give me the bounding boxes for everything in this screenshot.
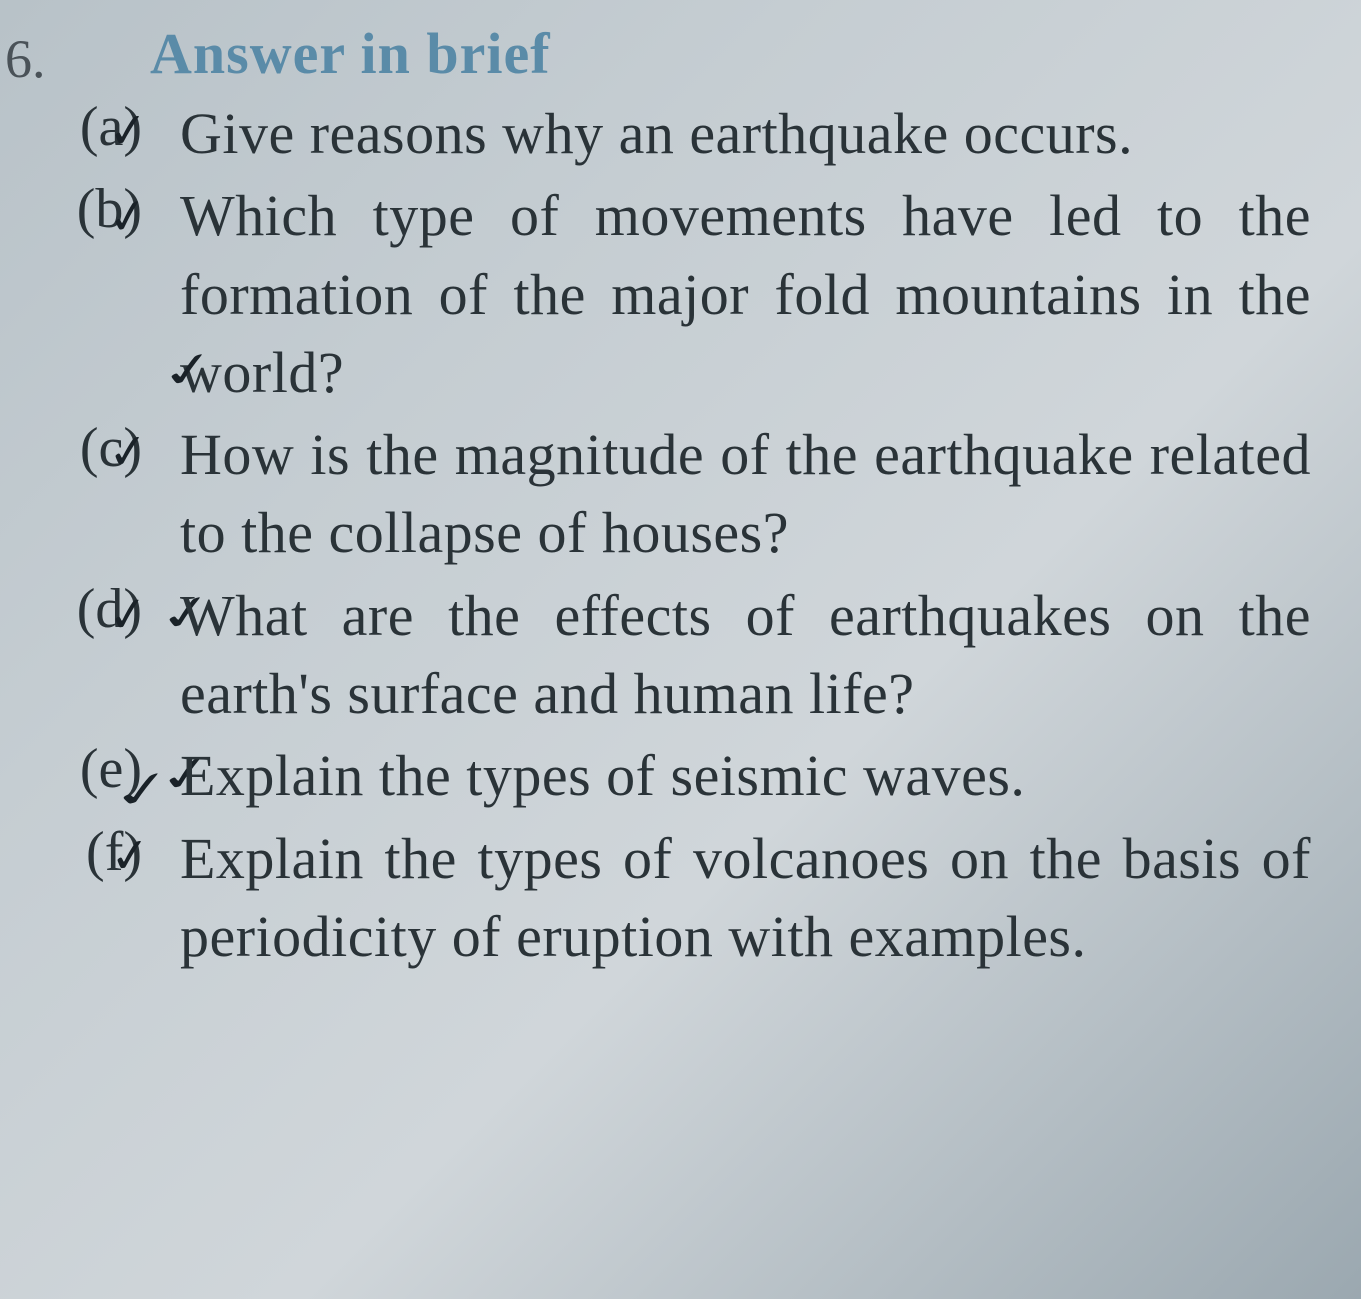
item-label: (c): [80, 416, 142, 480]
list-item: (f) ✓ Explain the types of volcanoes on …: [20, 820, 1321, 977]
textbook-page: 6. Answer in brief (a) ✓ Give reasons wh…: [0, 0, 1361, 1020]
item-label: (f): [86, 820, 142, 884]
section-heading: Answer in brief: [150, 20, 1321, 87]
item-label-wrap: (b) ✓: [20, 177, 180, 241]
item-label-wrap: (d) ✓: [20, 577, 180, 641]
list-item: (d) ✓ What are the effects of earthquake…: [20, 577, 1321, 734]
item-text: Explain the types of volcanoes on the ba…: [180, 820, 1321, 977]
item-label-wrap: (e) ✓: [20, 737, 180, 801]
list-item: (e) ✓ Explain the types of seismic waves…: [20, 737, 1321, 815]
item-label: (d): [77, 577, 142, 641]
item-label-wrap: (c) ✓: [20, 416, 180, 480]
list-item: (c) ✓ How is the magnitude of the earthq…: [20, 416, 1321, 573]
item-label-wrap: (f) ✓: [20, 820, 180, 884]
item-label: (b): [77, 177, 142, 241]
item-text: Explain the types of seismic waves.: [180, 737, 1321, 815]
question-number: 6.: [5, 28, 46, 90]
item-text: Which type of movements have led to the …: [180, 177, 1321, 412]
list-item: (b) ✓ Which type of movements have led t…: [20, 177, 1321, 412]
list-item: (a) ✓ Give reasons why an earthquake occ…: [20, 95, 1321, 173]
item-label-wrap: (a) ✓: [20, 95, 180, 159]
item-text: What are the effects of earthquakes on t…: [180, 577, 1321, 734]
item-label: (e): [80, 737, 142, 801]
item-label: (a): [80, 95, 142, 159]
item-text: Give reasons why an earthquake occurs.: [180, 95, 1321, 173]
item-text: How is the magnitude of the earthquake r…: [180, 416, 1321, 573]
